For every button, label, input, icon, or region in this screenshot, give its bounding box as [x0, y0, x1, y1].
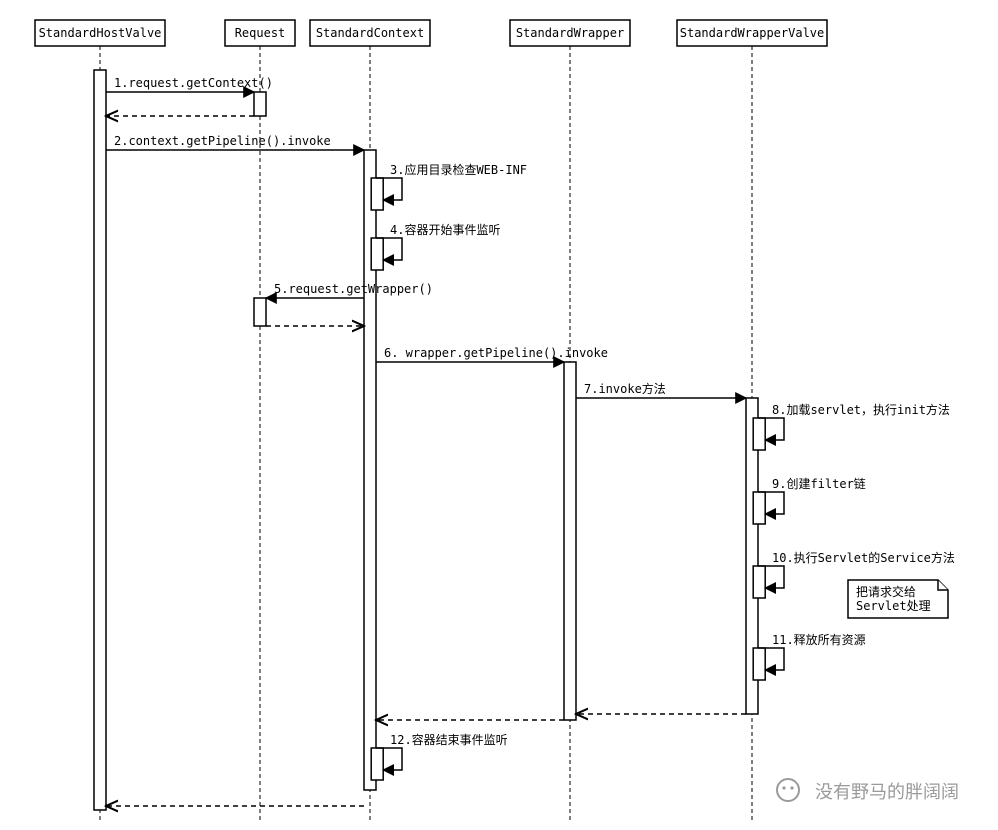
participant-label: StandardHostValve	[39, 26, 162, 40]
participant-label: StandardWrapperValve	[680, 26, 825, 40]
participant-label: Request	[235, 26, 286, 40]
note-text: Servlet处理	[856, 599, 931, 613]
message-label: 12.容器结束事件监听	[390, 732, 508, 747]
activation	[254, 298, 266, 326]
message-label: 11.释放所有资源	[772, 632, 866, 647]
message-label: 10.执行Servlet的Service方法	[772, 550, 955, 565]
activation	[753, 418, 765, 450]
message-label: 5.request.getWrapper()	[274, 282, 433, 296]
activation	[371, 238, 383, 270]
activation	[371, 748, 383, 780]
participant-label: StandardWrapper	[516, 26, 624, 40]
participant-label: StandardContext	[316, 26, 424, 40]
activation	[753, 566, 765, 598]
activation	[753, 648, 765, 680]
message-label: 4.容器开始事件监听	[390, 222, 500, 237]
message-label: 6. wrapper.getPipeline().invoke	[384, 346, 608, 360]
message-label: 8.加载servlet，执行init方法	[772, 402, 950, 417]
activation	[94, 70, 106, 810]
message-label: 7.invoke方法	[584, 381, 666, 396]
message-label: 1.request.getContext()	[114, 76, 273, 90]
signature-text: 没有野马的胖阔阔	[815, 782, 959, 802]
activation	[254, 92, 266, 116]
message-label: 2.context.getPipeline().invoke	[114, 134, 331, 148]
activation	[371, 178, 383, 210]
wechat-icon	[782, 786, 785, 789]
note-fold	[938, 580, 948, 590]
wechat-icon	[777, 779, 799, 801]
activation	[564, 362, 576, 720]
message-label: 9.创建filter链	[772, 476, 866, 491]
note-text: 把请求交给	[856, 584, 916, 599]
message-label: 3.应用目录检查WEB-INF	[390, 162, 527, 177]
wechat-icon	[790, 786, 793, 789]
activation	[753, 492, 765, 524]
sequence-diagram: StandardHostValve Request StandardContext S…	[0, 0, 998, 830]
